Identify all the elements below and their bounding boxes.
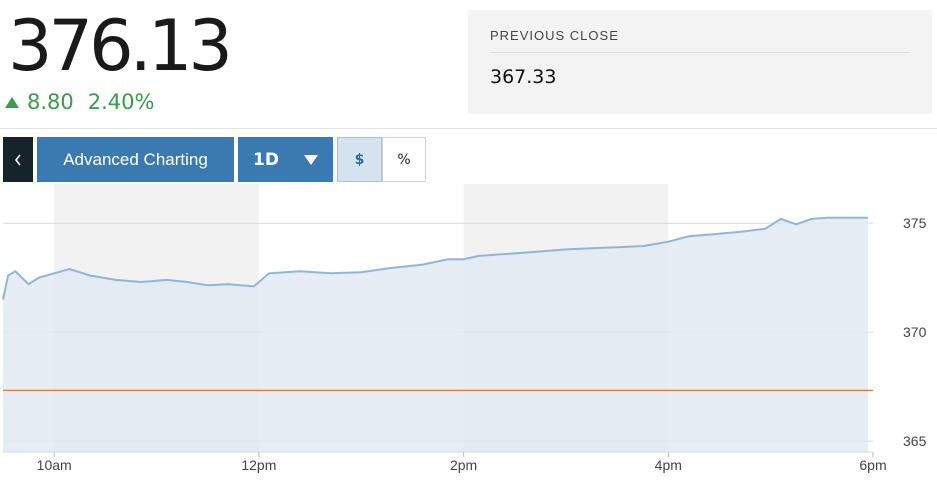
advanced-charting-button[interactable]: Advanced Charting [37, 137, 234, 182]
dollar-toggle[interactable]: $ [337, 137, 382, 182]
last-price: 376.13 [8, 5, 233, 87]
y-tick-label: 375 [903, 215, 927, 231]
x-tick-label: 10am [37, 457, 72, 473]
range-select[interactable]: 1D [238, 137, 333, 182]
y-tick-label: 370 [903, 324, 927, 340]
previous-close-value: 367.33 [490, 66, 557, 88]
previous-close-panel: PREVIOUS CLOSE 367.33 [468, 10, 932, 114]
previous-close-label: PREVIOUS CLOSE [490, 28, 619, 43]
back-button[interactable] [3, 137, 33, 182]
change-percent: 2.40% [87, 90, 155, 114]
x-tick-label: 2pm [450, 457, 477, 473]
triangle-up-icon [5, 96, 19, 108]
price-change: 8.80 2.40% [5, 88, 154, 116]
price-area [3, 217, 868, 452]
x-tick-label: 6pm [859, 457, 886, 473]
divider [490, 52, 910, 53]
price-line [2, 216, 868, 300]
range-label: 1D [253, 149, 279, 170]
caret-down-icon [304, 155, 318, 165]
divider [0, 128, 937, 129]
percent-toggle[interactable]: % [382, 137, 426, 182]
x-tick-label: 12pm [241, 457, 276, 473]
y-tick-label: 365 [903, 433, 927, 449]
chevron-left-icon [14, 154, 21, 165]
x-tick-label: 4pm [655, 457, 682, 473]
change-value: 8.80 [27, 90, 74, 114]
